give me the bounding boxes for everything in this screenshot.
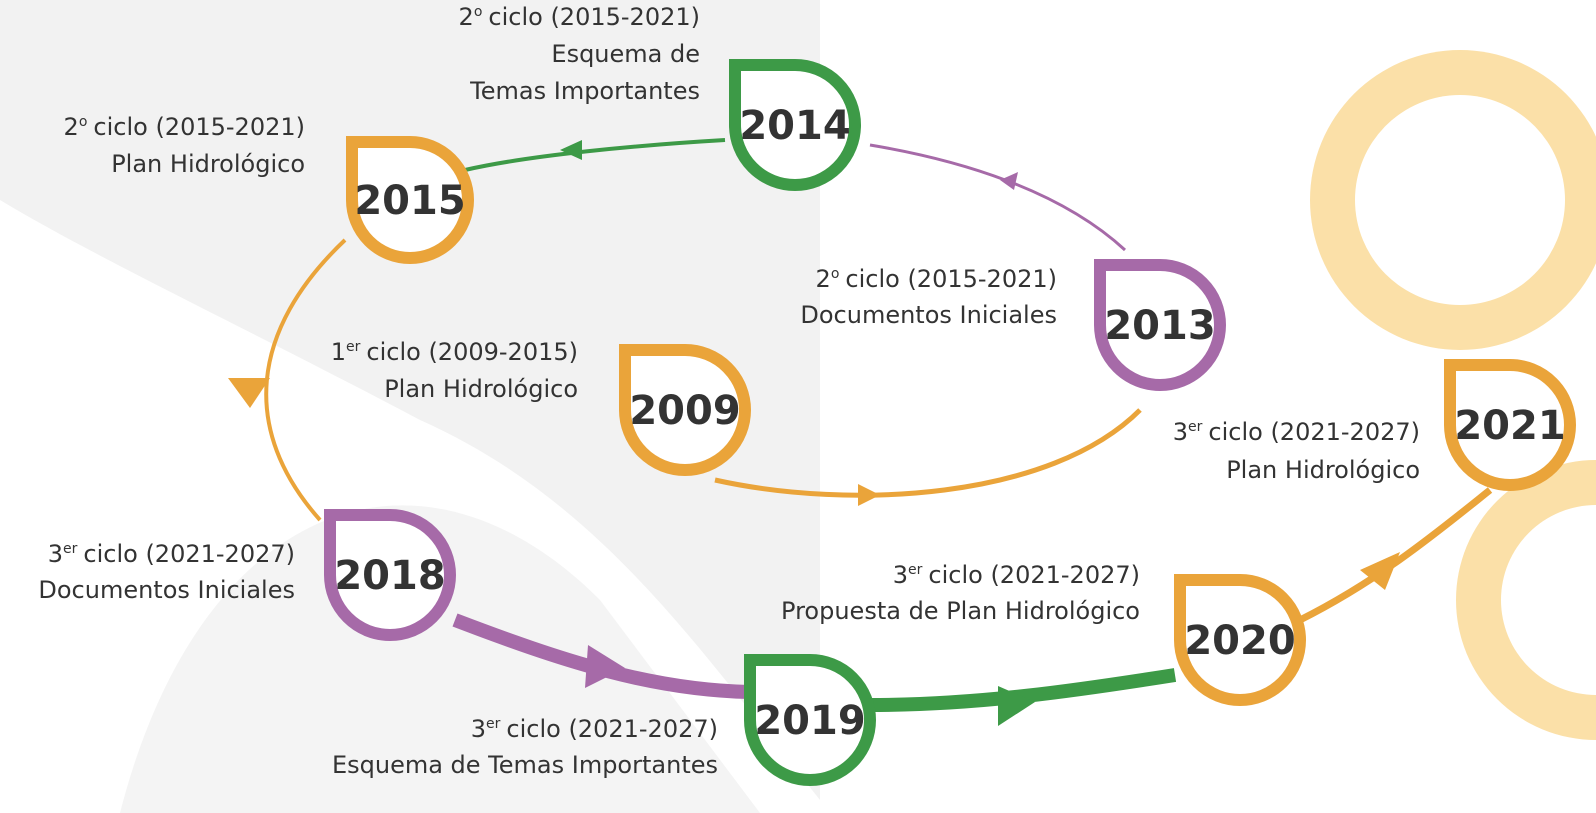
ordinal: 2 <box>459 3 474 31</box>
drop-shape <box>619 344 752 477</box>
milestone: 2021 3er ciclo (2021-2027) Plan Hidrológico <box>1173 359 1577 492</box>
caption-line: Esquema de Temas Importantes <box>332 751 718 779</box>
caption-line: Plan Hidrológico <box>111 150 305 178</box>
milestone: 2009 1er ciclo (2009-2015) Plan Hidrológico <box>331 338 752 477</box>
caption-text: Plan Hidrológico <box>111 150 305 178</box>
year-label: 2020 <box>1184 618 1295 664</box>
caption-text: ciclo (2009-2015) <box>366 338 578 366</box>
drop-shape <box>1444 359 1577 492</box>
caption-text: Esquema de Temas Importantes <box>332 751 718 779</box>
milestone: 2019 3er ciclo (2021-2027) Esquema de Temas… <box>332 654 877 787</box>
caption-text: Temas Importantes <box>469 77 700 105</box>
caption-line: 2o ciclo (2015-2021) <box>64 113 305 141</box>
caption-text: ciclo (2021-2027) <box>1208 418 1420 446</box>
caption-line: 3er ciclo (2021-2027) <box>1173 418 1420 446</box>
milestone: 2014 2o ciclo (2015-2021) Esquema de Temas I… <box>459 3 862 192</box>
caption-line: Plan Hidrológico <box>384 375 578 403</box>
milestone: 2013 2o ciclo (2015-2021) Documentos Inicia… <box>800 259 1227 392</box>
ordinal-suffix: er <box>486 716 501 732</box>
drop-shape <box>324 509 457 642</box>
ordinal: 3 <box>1173 418 1188 446</box>
caption-text: ciclo (2021-2027) <box>928 561 1140 589</box>
milestone: 2020 3er ciclo (2021-2027) Propuesta de Pla… <box>781 561 1307 707</box>
caption-line: Plan Hidrológico <box>1226 456 1420 484</box>
caption-text: ciclo (2015-2021) <box>93 113 305 141</box>
drop-shape <box>346 136 475 265</box>
caption-line: 2o ciclo (2015-2021) <box>816 265 1057 293</box>
ordinal-suffix: er <box>346 339 361 355</box>
drop-shape <box>744 654 877 787</box>
ordinal-suffix: o <box>831 266 840 282</box>
caption-text: ciclo (2015-2021) <box>845 265 1057 293</box>
ordinal: 3 <box>893 561 908 589</box>
milestone: 2018 3er ciclo (2021-2027) Documentos Inici… <box>38 509 457 642</box>
drop-shape <box>1094 259 1227 392</box>
caption-line: 3er ciclo (2021-2027) <box>471 715 718 743</box>
caption-text: ciclo (2021-2027) <box>83 540 295 568</box>
caption-text: ciclo (2021-2027) <box>506 715 718 743</box>
drop-shape <box>729 59 862 192</box>
year-label: 2013 <box>1104 303 1215 349</box>
caption-line: 2o ciclo (2015-2021) <box>459 3 700 31</box>
ordinal: 2 <box>816 265 831 293</box>
milestone: 2015 2o ciclo (2015-2021) Plan Hidrológico <box>64 113 475 265</box>
caption-line: Temas Importantes <box>469 77 700 105</box>
year-label: 2019 <box>754 698 865 744</box>
caption-line: 3er ciclo (2021-2027) <box>48 540 295 568</box>
ordinal: 1 <box>331 338 346 366</box>
year-label: 2014 <box>739 103 850 149</box>
caption-line: 1er ciclo (2009-2015) <box>331 338 578 366</box>
year-label: 2018 <box>334 553 445 599</box>
ordinal-suffix: er <box>63 541 78 557</box>
ordinal-suffix: er <box>1188 419 1203 435</box>
ordinal-suffix: o <box>474 4 483 20</box>
caption-line: Propuesta de Plan Hidrológico <box>781 597 1140 625</box>
caption-text: ciclo (2015-2021) <box>488 3 700 31</box>
year-label: 2015 <box>354 178 465 224</box>
caption-line: Esquema de <box>551 40 700 68</box>
connectors <box>228 138 1493 726</box>
year-label: 2021 <box>1454 403 1565 449</box>
caption-line: Documentos Iniciales <box>38 576 295 604</box>
ordinal: 3 <box>48 540 63 568</box>
ordinal: 3 <box>471 715 486 743</box>
ordinal-suffix: o <box>79 114 88 130</box>
drop-shape <box>1174 574 1307 707</box>
caption-text: Esquema de <box>551 40 700 68</box>
caption-text: Documentos Iniciales <box>800 301 1057 329</box>
caption-text: Plan Hidrológico <box>384 375 578 403</box>
caption-text: Propuesta de Plan Hidrológico <box>781 597 1140 625</box>
caption-text: Plan Hidrológico <box>1226 456 1420 484</box>
caption-line: Documentos Iniciales <box>800 301 1057 329</box>
year-label: 2009 <box>629 388 740 434</box>
ordinal: 2 <box>64 113 79 141</box>
caption-line: 3er ciclo (2021-2027) <box>893 561 1140 589</box>
ordinal-suffix: er <box>908 562 923 578</box>
caption-text: Documentos Iniciales <box>38 576 295 604</box>
